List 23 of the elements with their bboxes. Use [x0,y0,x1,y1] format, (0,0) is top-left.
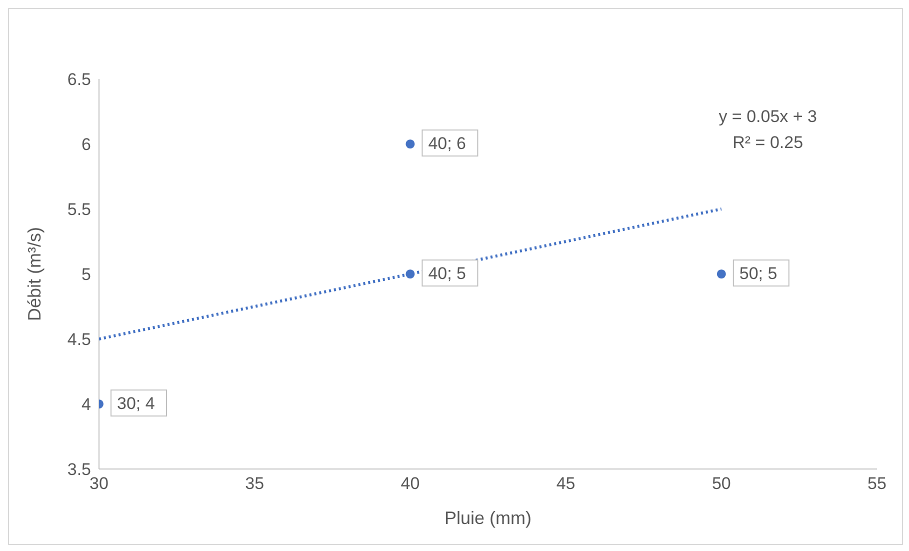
data-label: 40; 5 [428,264,466,283]
y-tick-label: 4.5 [67,330,91,350]
x-tick-label: 30 [90,474,108,494]
y-tick-label: 6.5 [67,70,91,90]
y-tick-label: 4 [82,395,91,414]
x-tick-label: 55 [868,474,886,494]
x-axis-title: Pluie (mm) [444,508,532,528]
y-tick-label: 6 [82,135,91,154]
data-label: 50; 5 [739,264,778,283]
data-label: 40; 6 [428,134,466,153]
x-tick-label: 40 [400,474,420,494]
y-tick-label: 5.5 [67,200,91,220]
y-axis-title: Débit (m³/s) [24,227,44,321]
y-tick-label: 5 [82,265,91,284]
point [716,269,726,279]
annotation: R² = 0.25 [732,132,804,154]
x-tick-label: 45 [556,474,576,494]
y-tick-label: 3.5 [67,460,91,480]
data-label: 30; 4 [117,394,155,413]
x-tick-label: 35 [245,474,264,494]
x-tick-label: 50 [712,474,731,494]
point [406,139,415,149]
annotation: y = 0.05x + 3 [718,106,817,128]
